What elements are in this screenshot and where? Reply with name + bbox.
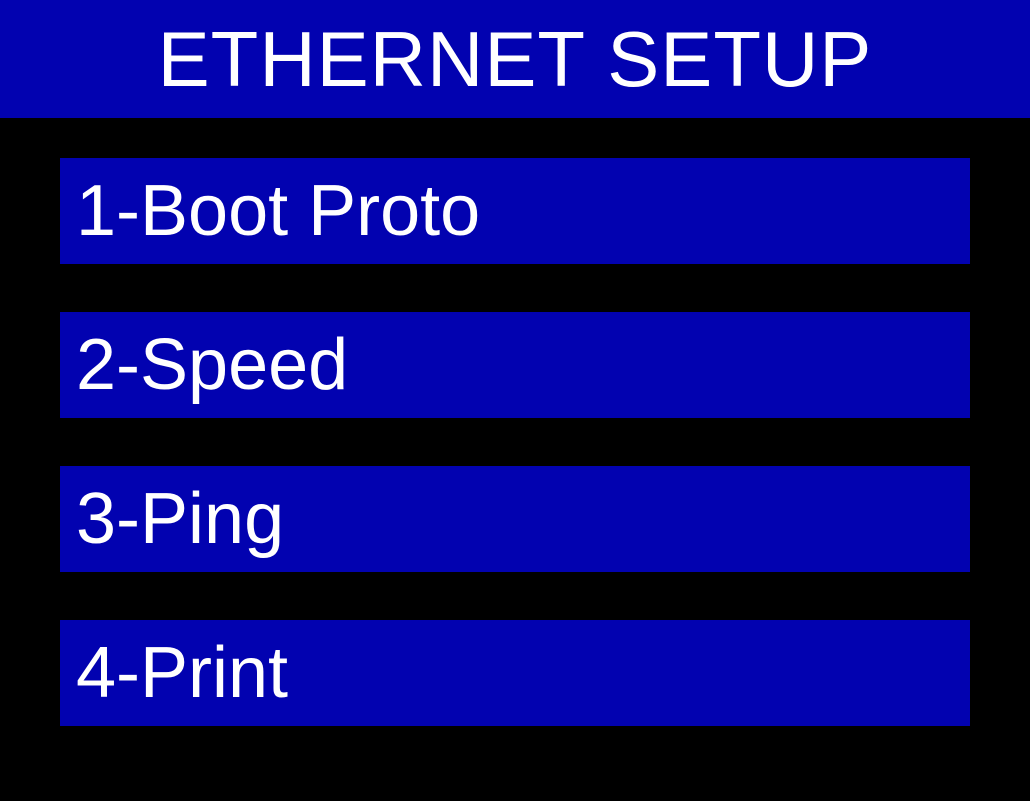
menu-item-label: 2-Speed — [76, 324, 348, 406]
menu-item-ping[interactable]: 3-Ping — [60, 466, 970, 572]
menu-item-label: 3-Ping — [76, 478, 284, 560]
menu-item-label: 4-Print — [76, 632, 288, 714]
menu-item-boot-proto[interactable]: 1-Boot Proto — [60, 158, 970, 264]
menu-list: 1-Boot Proto 2-Speed 3-Ping 4-Print — [0, 118, 1030, 726]
menu-item-speed[interactable]: 2-Speed — [60, 312, 970, 418]
page-title-bar: ETHERNET SETUP — [0, 0, 1030, 118]
page-title: ETHERNET SETUP — [158, 14, 873, 105]
menu-item-label: 1-Boot Proto — [76, 170, 480, 252]
menu-item-print[interactable]: 4-Print — [60, 620, 970, 726]
